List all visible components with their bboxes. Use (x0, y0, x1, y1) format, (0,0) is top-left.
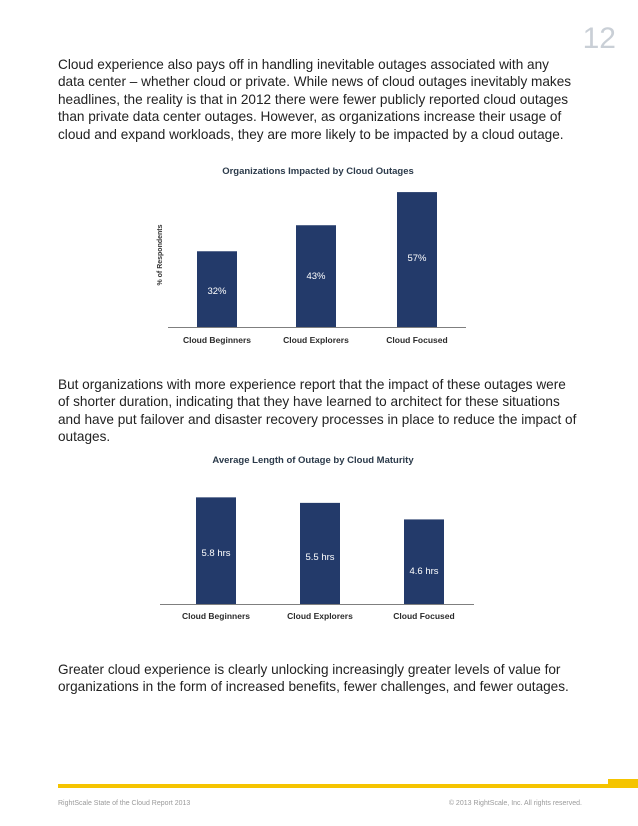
bar-value-label: 43% (306, 271, 326, 282)
bar-value-label: 5.5 hrs (305, 552, 334, 563)
chart-2: Average Length of Outage by Cloud Maturi… (160, 455, 474, 621)
category-label: Cloud Beginners (183, 335, 251, 345)
category-label: Cloud Focused (386, 335, 447, 345)
bar-value-label: 5.8 hrs (201, 548, 230, 559)
body-paragraph-2: But organizations with more experience r… (58, 377, 577, 445)
bar-3 (397, 192, 437, 327)
category-label: Cloud Explorers (287, 611, 353, 621)
bar-value-label: 57% (407, 253, 427, 264)
bar-2 (296, 225, 336, 327)
footer-accent-block (608, 779, 638, 788)
page-number: 12 (582, 22, 616, 55)
category-label: Cloud Focused (393, 611, 454, 621)
body-paragraph-3: Greater cloud experience is clearly unlo… (58, 662, 569, 695)
chart-1: Organizations Impacted by Cloud Outages%… (157, 166, 466, 345)
bar-value-label: 4.6 hrs (409, 566, 438, 577)
bar-value-label: 32% (207, 286, 227, 297)
category-label: Cloud Explorers (283, 335, 349, 345)
chart-title: Average Length of Outage by Cloud Maturi… (212, 455, 414, 466)
category-label: Cloud Beginners (182, 611, 250, 621)
bar-3 (404, 519, 444, 604)
footer-accent-bar (58, 784, 638, 788)
y-axis-label: % of Respondents (157, 224, 164, 285)
bar-2 (300, 502, 340, 604)
bar-1 (196, 497, 236, 604)
chart-title: Organizations Impacted by Cloud Outages (222, 166, 414, 177)
bar-1 (197, 251, 237, 327)
footer-report-title: RightScale State of the Cloud Report 201… (58, 800, 191, 807)
footer-copyright: © 2013 RightScale, Inc. All rights reser… (448, 800, 582, 807)
body-paragraph-1: Cloud experience also pays off in handli… (58, 57, 572, 142)
